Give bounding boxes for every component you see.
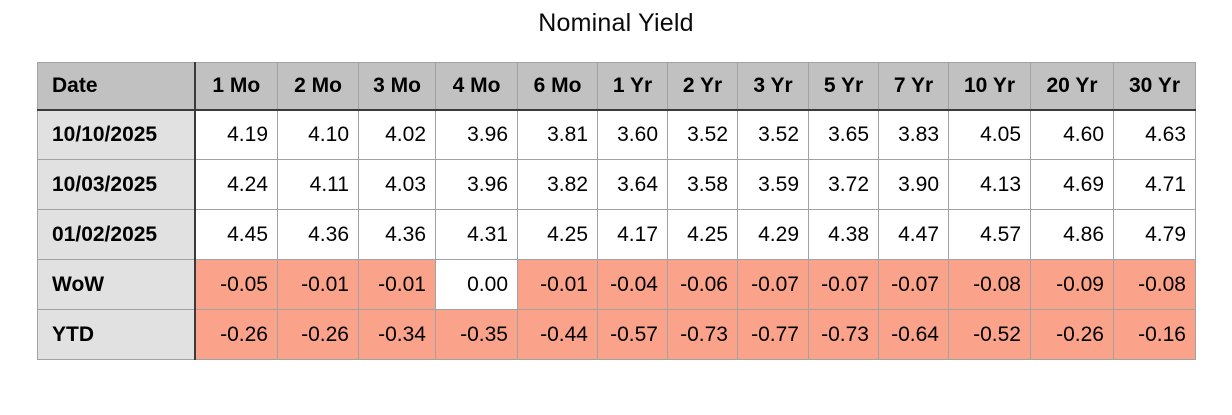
header-cell-date: Date bbox=[37, 62, 196, 111]
header-cell: 1 Mo bbox=[194, 62, 278, 111]
value-cell: 4.25 bbox=[667, 209, 738, 260]
value-cell: 3.82 bbox=[517, 159, 598, 210]
value-cell: 4.24 bbox=[194, 159, 278, 210]
value-cell: 3.72 bbox=[808, 159, 879, 210]
value-cell: 4.60 bbox=[1030, 109, 1114, 160]
header-cell: 20 Yr bbox=[1030, 62, 1114, 111]
value-cell: 4.69 bbox=[1030, 159, 1114, 210]
header-cell: 7 Yr bbox=[878, 62, 949, 111]
row-label: 10/10/2025 bbox=[37, 109, 196, 160]
header-cell: 30 Yr bbox=[1113, 62, 1196, 111]
table-row: YTD -0.26 -0.26 -0.34 -0.35 -0.44 -0.57 -0.73 -0… bbox=[37, 309, 1196, 360]
value-cell: -0.52 bbox=[948, 309, 1031, 360]
row-label: 10/03/2025 bbox=[37, 159, 196, 210]
header-cell: 6 Mo bbox=[517, 62, 598, 111]
value-cell: 3.64 bbox=[597, 159, 668, 210]
value-cell: -0.08 bbox=[1113, 259, 1196, 310]
value-cell: -0.64 bbox=[878, 309, 949, 360]
value-cell: -0.34 bbox=[358, 309, 436, 360]
value-cell: 3.52 bbox=[667, 109, 738, 160]
value-cell: 4.79 bbox=[1113, 209, 1196, 260]
header-cell: 2 Mo bbox=[277, 62, 359, 111]
value-cell: 3.52 bbox=[737, 109, 809, 160]
value-cell: -0.01 bbox=[358, 259, 436, 310]
value-cell: 4.02 bbox=[358, 109, 436, 160]
value-cell: 4.45 bbox=[194, 209, 278, 260]
value-cell: 4.19 bbox=[194, 109, 278, 160]
value-cell: 0.00 bbox=[435, 259, 518, 310]
value-cell: 4.36 bbox=[358, 209, 436, 260]
value-cell: 4.63 bbox=[1113, 109, 1196, 160]
header-cell: 3 Mo bbox=[358, 62, 436, 111]
value-cell: -0.26 bbox=[277, 309, 359, 360]
header-cell: 10 Yr bbox=[948, 62, 1031, 111]
value-cell: 3.65 bbox=[808, 109, 879, 160]
value-cell: 4.71 bbox=[1113, 159, 1196, 210]
value-cell: 4.36 bbox=[277, 209, 359, 260]
table-row: 01/02/2025 4.45 4.36 4.36 4.31 4.25 4.17 4.25 4.… bbox=[37, 209, 1196, 260]
value-cell: 4.29 bbox=[737, 209, 809, 260]
value-cell: 3.60 bbox=[597, 109, 668, 160]
value-cell: 3.83 bbox=[878, 109, 949, 160]
table-row: 10/10/2025 4.19 4.10 4.02 3.96 3.81 3.60 3.52 3.… bbox=[37, 109, 1196, 160]
row-label: WoW bbox=[37, 259, 196, 310]
value-cell: -0.16 bbox=[1113, 309, 1196, 360]
value-cell: -0.57 bbox=[597, 309, 668, 360]
value-cell: 4.47 bbox=[878, 209, 949, 260]
value-cell: -0.08 bbox=[948, 259, 1031, 310]
value-cell: 3.58 bbox=[667, 159, 738, 210]
value-cell: 4.05 bbox=[948, 109, 1031, 160]
value-cell: -0.04 bbox=[597, 259, 668, 310]
value-cell: -0.26 bbox=[1030, 309, 1114, 360]
header-cell: 2 Yr bbox=[667, 62, 738, 111]
value-cell: -0.01 bbox=[517, 259, 598, 310]
nominal-yield-table: Date 1 Mo 2 Mo 3 Mo 4 Mo 6 Mo 1 Yr 2 Yr 3 Yr 5 Yr… bbox=[37, 62, 1196, 360]
value-cell: 4.03 bbox=[358, 159, 436, 210]
value-cell: -0.07 bbox=[808, 259, 879, 310]
value-cell: 4.31 bbox=[435, 209, 518, 260]
value-cell: -0.73 bbox=[808, 309, 879, 360]
page-title: Nominal Yield bbox=[538, 9, 694, 37]
value-cell: 3.59 bbox=[737, 159, 809, 210]
row-label: 01/02/2025 bbox=[37, 209, 196, 260]
value-cell: 4.13 bbox=[948, 159, 1031, 210]
header-row: Date 1 Mo 2 Mo 3 Mo 4 Mo 6 Mo 1 Yr 2 Yr 3 Yr 5 Yr… bbox=[37, 62, 1196, 111]
value-cell: -0.73 bbox=[667, 309, 738, 360]
value-cell: 4.10 bbox=[277, 109, 359, 160]
value-cell: -0.26 bbox=[194, 309, 278, 360]
value-cell: 3.96 bbox=[435, 109, 518, 160]
value-cell: 3.90 bbox=[878, 159, 949, 210]
value-cell: 4.38 bbox=[808, 209, 879, 260]
value-cell: 4.17 bbox=[597, 209, 668, 260]
row-label: YTD bbox=[37, 309, 196, 360]
value-cell: -0.09 bbox=[1030, 259, 1114, 310]
value-cell: -0.05 bbox=[194, 259, 278, 310]
header-cell: 3 Yr bbox=[737, 62, 809, 111]
value-cell: -0.77 bbox=[737, 309, 809, 360]
header-cell: 1 Yr bbox=[597, 62, 668, 111]
value-cell: 4.25 bbox=[517, 209, 598, 260]
header-cell: 4 Mo bbox=[435, 62, 518, 111]
value-cell: -0.06 bbox=[667, 259, 738, 310]
value-cell: -0.07 bbox=[737, 259, 809, 310]
value-cell: 4.11 bbox=[277, 159, 359, 210]
value-cell: 3.96 bbox=[435, 159, 518, 210]
page: { "title": "Nominal Yield", "colors": { … bbox=[0, 9, 1232, 415]
value-cell: -0.35 bbox=[435, 309, 518, 360]
value-cell: 4.86 bbox=[1030, 209, 1114, 260]
header-cell: 5 Yr bbox=[808, 62, 879, 111]
value-cell: -0.01 bbox=[277, 259, 359, 310]
table-row: 10/03/2025 4.24 4.11 4.03 3.96 3.82 3.64 3.58 3.… bbox=[37, 159, 1196, 210]
value-cell: 3.81 bbox=[517, 109, 598, 160]
value-cell: -0.07 bbox=[878, 259, 949, 310]
value-cell: -0.44 bbox=[517, 309, 598, 360]
value-cell: 4.57 bbox=[948, 209, 1031, 260]
table-header: Date 1 Mo 2 Mo 3 Mo 4 Mo 6 Mo 1 Yr 2 Yr 3 Yr 5 Yr… bbox=[37, 62, 1196, 111]
table-row: WoW -0.05 -0.01 -0.01 0.00 -0.01 -0.04 -0.06 -0.… bbox=[37, 259, 1196, 310]
table-body: 10/10/2025 4.19 4.10 4.02 3.96 3.81 3.60 3.52 3.… bbox=[37, 109, 1196, 360]
